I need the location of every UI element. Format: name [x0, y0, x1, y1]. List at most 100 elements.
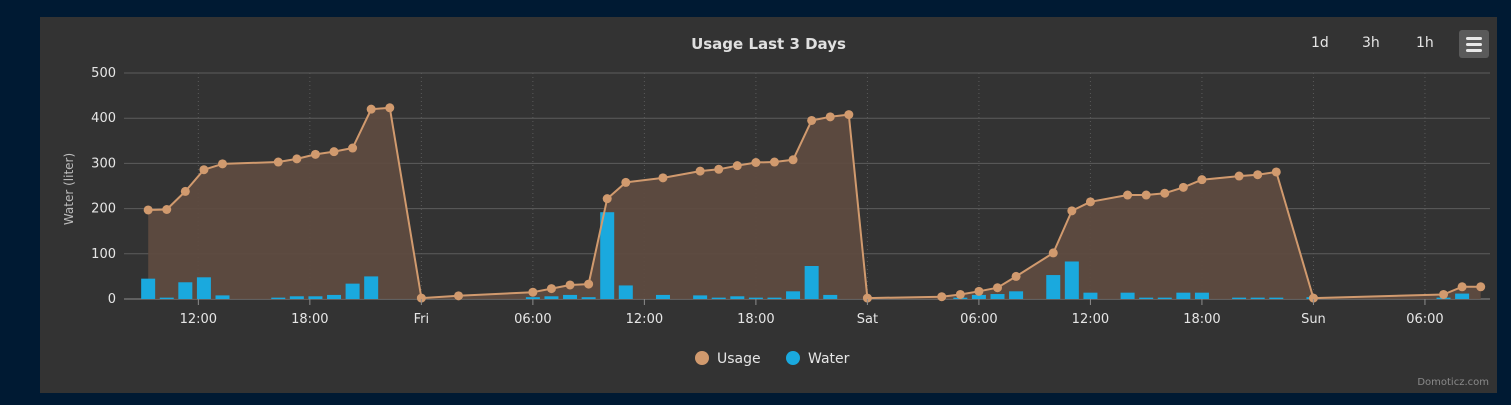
- water-bar[interactable]: [525, 297, 540, 299]
- water-bar[interactable]: [1269, 297, 1284, 299]
- usage-point[interactable]: [937, 292, 947, 302]
- usage-point[interactable]: [385, 103, 395, 113]
- water-bar[interactable]: [1176, 292, 1191, 299]
- usage-point[interactable]: [1234, 171, 1244, 181]
- usage-point[interactable]: [1141, 190, 1151, 200]
- usage-point[interactable]: [565, 280, 575, 290]
- water-bar[interactable]: [804, 266, 819, 299]
- usage-point[interactable]: [1197, 175, 1207, 185]
- range-button-3h[interactable]: 3h: [1362, 35, 1380, 51]
- usage-point[interactable]: [1160, 188, 1170, 198]
- water-bar[interactable]: [563, 294, 578, 299]
- usage-point[interactable]: [310, 149, 320, 159]
- usage-point[interactable]: [1085, 197, 1095, 207]
- water-bar[interactable]: [1232, 297, 1247, 299]
- usage-point[interactable]: [658, 173, 668, 183]
- usage-point[interactable]: [1067, 206, 1077, 216]
- water-bar[interactable]: [196, 277, 211, 299]
- usage-point[interactable]: [1123, 190, 1133, 200]
- usage-point[interactable]: [329, 147, 339, 157]
- usage-point[interactable]: [528, 287, 538, 297]
- usage-point[interactable]: [862, 293, 872, 303]
- usage-point[interactable]: [1011, 271, 1021, 281]
- usage-point[interactable]: [454, 291, 464, 301]
- chart-menu-button[interactable]: [1459, 30, 1489, 58]
- water-bar[interactable]: [1046, 275, 1061, 299]
- usage-point[interactable]: [1178, 182, 1188, 192]
- usage-point[interactable]: [788, 155, 798, 165]
- usage-point[interactable]: [1048, 248, 1058, 258]
- usage-point[interactable]: [1308, 293, 1318, 303]
- usage-point[interactable]: [416, 293, 426, 303]
- usage-point[interactable]: [1457, 282, 1467, 292]
- usage-point[interactable]: [546, 284, 556, 294]
- water-bar[interactable]: [1455, 293, 1470, 299]
- water-bar[interactable]: [327, 294, 342, 299]
- usage-point[interactable]: [992, 283, 1002, 293]
- water-bar[interactable]: [159, 297, 174, 299]
- water-bar[interactable]: [141, 278, 156, 299]
- water-bar[interactable]: [711, 297, 726, 299]
- usage-point[interactable]: [162, 205, 172, 215]
- usage-point[interactable]: [199, 165, 209, 175]
- water-bar[interactable]: [730, 296, 745, 299]
- water-bar[interactable]: [289, 296, 304, 299]
- water-bar[interactable]: [823, 294, 838, 299]
- usage-point[interactable]: [825, 112, 835, 122]
- range-button-1h[interactable]: 1h: [1416, 35, 1434, 51]
- water-bar[interactable]: [544, 296, 559, 299]
- usage-point[interactable]: [348, 143, 358, 153]
- usage-point[interactable]: [584, 279, 594, 289]
- usage-point[interactable]: [366, 104, 376, 114]
- water-bar[interactable]: [693, 295, 708, 299]
- usage-point[interactable]: [1476, 282, 1486, 292]
- water-bar[interactable]: [1083, 292, 1098, 299]
- usage-point[interactable]: [180, 186, 190, 196]
- water-bar[interactable]: [786, 291, 801, 299]
- usage-point[interactable]: [769, 157, 779, 167]
- water-bar[interactable]: [600, 212, 615, 299]
- usage-point[interactable]: [807, 115, 817, 125]
- usage-point[interactable]: [218, 159, 228, 169]
- usage-point[interactable]: [732, 161, 742, 171]
- credits-link[interactable]: Domoticz.com: [1417, 377, 1489, 388]
- usage-point[interactable]: [751, 157, 761, 167]
- water-bar[interactable]: [618, 285, 633, 299]
- water-bar[interactable]: [1009, 291, 1024, 299]
- legend-item-usage[interactable]: Usage: [695, 351, 761, 367]
- usage-point[interactable]: [955, 289, 965, 299]
- usage-point[interactable]: [1271, 167, 1281, 177]
- usage-point[interactable]: [1439, 289, 1449, 299]
- usage-point[interactable]: [621, 177, 631, 187]
- usage-point[interactable]: [844, 110, 854, 120]
- water-bar[interactable]: [1157, 297, 1172, 299]
- usage-point[interactable]: [143, 205, 153, 215]
- usage-point[interactable]: [1253, 170, 1263, 180]
- legend-item-water[interactable]: Water: [786, 351, 850, 367]
- water-bar[interactable]: [1250, 297, 1265, 299]
- water-bar[interactable]: [655, 294, 670, 299]
- water-bar[interactable]: [1194, 292, 1209, 299]
- water-bar[interactable]: [748, 297, 763, 299]
- usage-point[interactable]: [273, 157, 283, 167]
- water-bar[interactable]: [767, 297, 782, 299]
- water-bar[interactable]: [308, 296, 323, 299]
- water-bar[interactable]: [215, 295, 230, 299]
- usage-point[interactable]: [974, 286, 984, 296]
- water-bar[interactable]: [364, 276, 379, 299]
- usage-point[interactable]: [602, 194, 612, 204]
- water-bar[interactable]: [1064, 261, 1079, 299]
- usage-point[interactable]: [292, 154, 302, 164]
- water-bar[interactable]: [990, 294, 1005, 299]
- water-bar[interactable]: [178, 282, 193, 299]
- usage-points: [143, 103, 1486, 303]
- water-bar[interactable]: [271, 297, 286, 299]
- range-button-1d[interactable]: 1d: [1311, 35, 1329, 51]
- usage-point[interactable]: [695, 166, 705, 176]
- water-bar[interactable]: [1139, 297, 1154, 299]
- water-bar[interactable]: [1120, 292, 1135, 299]
- water-bar[interactable]: [345, 283, 360, 299]
- water-bar[interactable]: [581, 297, 596, 299]
- water-bar[interactable]: [971, 294, 986, 299]
- usage-point[interactable]: [714, 164, 724, 174]
